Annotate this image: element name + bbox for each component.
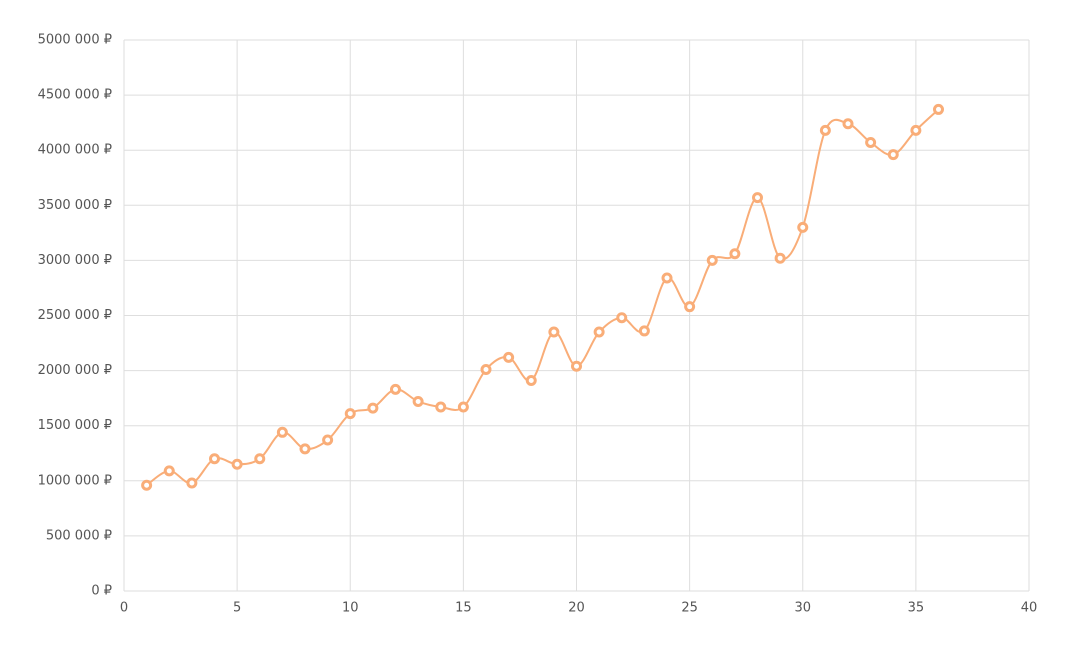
data-point — [661, 272, 673, 284]
y-tick-label: 3000 000 ₽ — [38, 253, 112, 268]
data-point — [254, 453, 266, 465]
data-point — [390, 383, 401, 395]
data-point — [276, 426, 288, 438]
x-tick-label: 40 — [1021, 601, 1038, 616]
data-point — [933, 103, 944, 115]
data-point — [163, 465, 175, 477]
data-point — [548, 326, 560, 338]
x-tick-label: 5 — [233, 601, 241, 616]
data-point — [797, 221, 809, 233]
data-point — [684, 301, 696, 313]
data-point — [729, 248, 741, 260]
x-tick-label: 25 — [681, 601, 698, 616]
data-point — [480, 363, 492, 375]
data-point — [774, 252, 786, 264]
y-tick-label: 500 000 ₽ — [46, 528, 112, 543]
data-point — [752, 192, 763, 204]
x-tick-label: 0 — [120, 601, 128, 616]
data-point — [593, 326, 605, 338]
y-tick-label: 4500 000 ₽ — [38, 88, 112, 103]
y-tick-label: 2500 000 ₽ — [38, 308, 112, 323]
y-tick-label: 5000 000 ₽ — [38, 33, 112, 48]
data-point — [186, 477, 198, 489]
data-point — [706, 254, 718, 266]
data-point — [435, 401, 447, 413]
data-point — [819, 124, 831, 136]
data-point — [141, 479, 153, 491]
data-point — [412, 395, 424, 407]
x-tick-label: 20 — [568, 601, 585, 616]
data-point — [525, 375, 537, 387]
data-point — [638, 325, 650, 337]
data-point — [231, 458, 243, 470]
y-tick-label: 1500 000 ₽ — [38, 418, 112, 433]
data-point — [322, 434, 334, 446]
y-tick-label: 3500 000 ₽ — [38, 198, 112, 213]
data-point — [842, 118, 854, 130]
data-line — [146, 108, 940, 487]
data-point — [299, 443, 311, 455]
y-tick-label: 4000 000 ₽ — [38, 143, 112, 158]
x-tick-label: 35 — [908, 601, 925, 616]
data-point — [344, 408, 356, 420]
data-point — [910, 124, 922, 136]
data-point — [457, 401, 469, 413]
x-tick-label: 30 — [794, 601, 811, 616]
data-point — [503, 351, 515, 363]
data-point — [616, 312, 628, 324]
data-point — [571, 360, 582, 372]
data-point — [887, 149, 899, 161]
x-tick-label: 15 — [455, 601, 472, 616]
data-point — [209, 453, 220, 465]
x-tick-label: 10 — [342, 601, 359, 616]
y-tick-label: 0 ₽ — [91, 584, 112, 599]
data-point — [367, 402, 379, 414]
y-tick-label: 2000 000 ₽ — [38, 363, 112, 378]
data-point — [865, 136, 877, 148]
y-tick-label: 1000 000 ₽ — [38, 473, 112, 488]
